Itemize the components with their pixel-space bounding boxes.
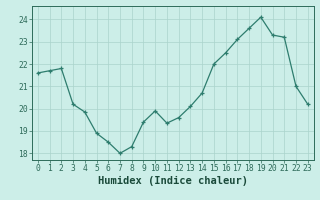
X-axis label: Humidex (Indice chaleur): Humidex (Indice chaleur) — [98, 176, 248, 186]
